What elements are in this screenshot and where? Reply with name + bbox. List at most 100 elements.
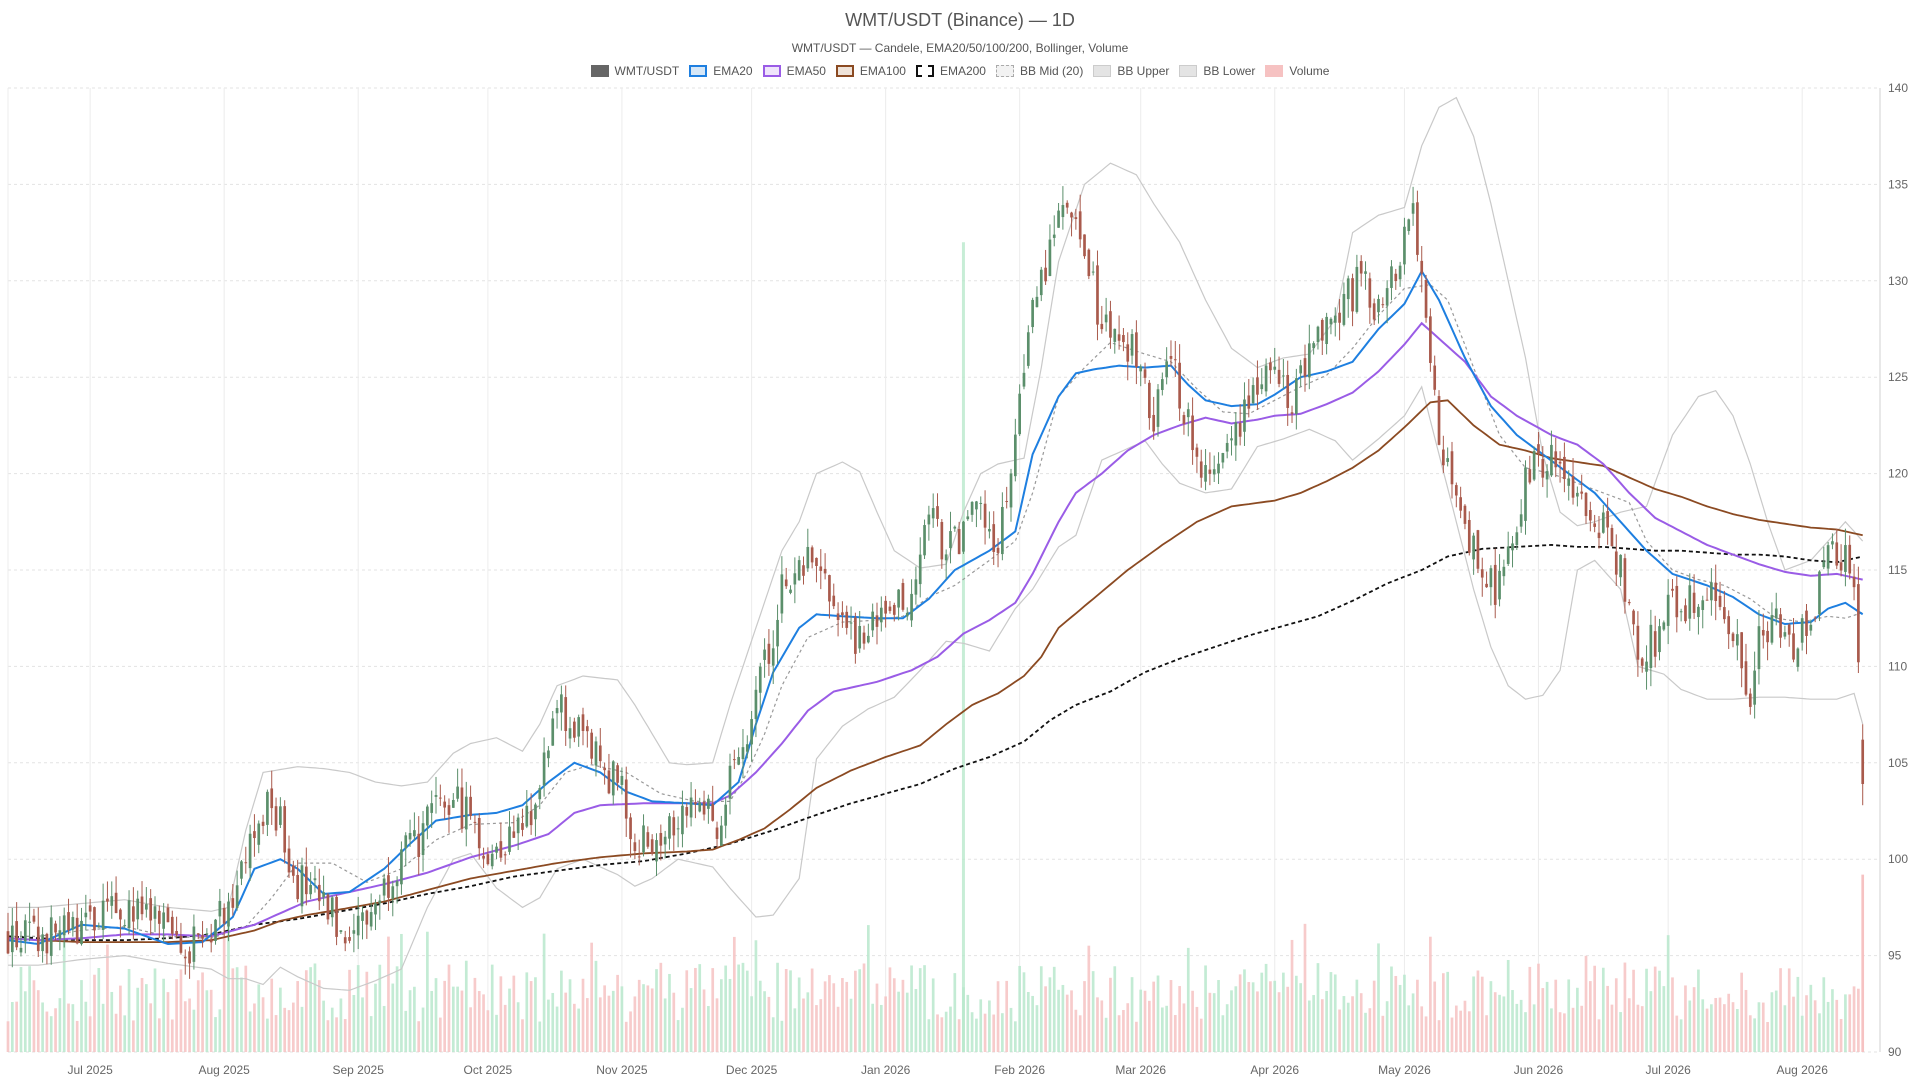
volume-bar [149, 1003, 153, 1052]
volume-bar [253, 1003, 256, 1052]
candle-body [823, 568, 827, 574]
candle-body [166, 907, 170, 923]
legend-item[interactable]: BB Lower [1179, 64, 1255, 78]
candle-body [1225, 442, 1229, 452]
volume-bar [1498, 994, 1501, 1052]
volume-bar [585, 998, 589, 1052]
candle-body [1844, 545, 1847, 572]
volume-bar [724, 965, 728, 1052]
candle-body [676, 828, 680, 830]
candle-body [430, 803, 434, 813]
candle-body [1818, 571, 1821, 615]
volume-bar [1558, 1012, 1562, 1052]
volume-bar [806, 992, 810, 1052]
volume-bar [231, 968, 235, 1052]
candle-body [1563, 456, 1566, 480]
volume-bar [1766, 1021, 1769, 1052]
candle-body [698, 802, 702, 812]
volume-bar [884, 996, 887, 1052]
candle-body [400, 849, 403, 885]
volume-bar [1199, 1018, 1203, 1052]
legend-item[interactable]: BB Mid (20) [995, 64, 1083, 78]
bb-lower-line [8, 385, 1864, 991]
candle-body [1186, 409, 1190, 418]
volume-bar [1636, 1004, 1640, 1052]
volume-bar [1178, 986, 1181, 1052]
candle-body [1217, 463, 1220, 474]
candle-body [806, 546, 810, 569]
volume-bar [776, 962, 779, 1052]
y-tick-label: 115 [1888, 563, 1907, 577]
volume-bar [1735, 1009, 1739, 1052]
volume-bar [823, 981, 827, 1052]
candle-body [222, 907, 226, 924]
volume-bar [797, 977, 801, 1052]
candle-body [585, 726, 589, 732]
candle-body [1117, 334, 1121, 341]
candle-body [573, 721, 576, 738]
volume-bar [222, 936, 226, 1052]
volume-bar [1779, 968, 1782, 1052]
candle-body [1610, 528, 1614, 547]
legend-item[interactable]: WMT/USDT [590, 64, 679, 78]
volume-bar [1627, 998, 1631, 1052]
candle-body [1048, 239, 1052, 276]
volume-bar [1463, 1000, 1467, 1052]
candle-body [274, 806, 278, 831]
volume-bar [426, 931, 429, 1052]
candle-body [1070, 212, 1073, 218]
candle-body [28, 921, 31, 923]
volume-bar [1416, 979, 1419, 1052]
legend-item[interactable]: EMA100 [835, 64, 906, 78]
candle-body [547, 750, 550, 759]
volume-bar [49, 1016, 53, 1052]
volume-bar [962, 987, 965, 1052]
legend-item[interactable]: EMA20 [689, 64, 753, 78]
volume-bar [1467, 1011, 1471, 1052]
volume-bar [279, 987, 282, 1052]
volume-bar [728, 978, 732, 1052]
candle-body [257, 823, 261, 845]
candle-body [784, 579, 788, 587]
highlight-bar [961, 242, 965, 1053]
legend-item[interactable]: BB Upper [1093, 64, 1169, 78]
volume-bar [1606, 985, 1609, 1052]
candle-body [1735, 634, 1739, 646]
candle-body [1052, 234, 1056, 238]
volume-bar [1104, 1017, 1108, 1052]
candle-body [443, 801, 446, 808]
candle-body [1160, 379, 1164, 390]
legend-item[interactable]: EMA200 [915, 64, 986, 78]
legend-label: EMA100 [859, 64, 906, 78]
volume-bar [382, 1005, 386, 1052]
volume-bar [1031, 995, 1034, 1052]
volume-bar [1381, 1015, 1385, 1052]
candle-body [650, 839, 654, 854]
bb-mid-line [8, 284, 1863, 939]
volume-bar [676, 1020, 680, 1052]
volume-bar [1528, 966, 1532, 1052]
volume-bar [1173, 1015, 1177, 1052]
volume-bar [1658, 970, 1661, 1052]
volume-bar [944, 1011, 948, 1052]
legend-item[interactable]: EMA50 [762, 64, 826, 78]
candle-body [1485, 583, 1488, 588]
candle-body [6, 931, 10, 954]
volume-bar [1710, 1004, 1713, 1052]
candle-body [1230, 438, 1233, 441]
legend-label: EMA200 [939, 64, 986, 78]
volume-bar [970, 1012, 974, 1052]
legend-item[interactable]: Volume [1265, 64, 1329, 78]
volume-bar [140, 977, 144, 1052]
candle-body [1437, 396, 1441, 445]
volume-bar [1096, 997, 1099, 1052]
candle-body [905, 612, 909, 617]
candle-body [317, 884, 321, 902]
candle-body [387, 875, 390, 898]
volume-bar [1614, 978, 1618, 1052]
volume-bar [1796, 976, 1800, 1052]
volume-bar [1070, 990, 1073, 1052]
candle-body [1122, 335, 1125, 343]
candle-body [1567, 478, 1571, 486]
volume-bar [573, 1003, 576, 1052]
